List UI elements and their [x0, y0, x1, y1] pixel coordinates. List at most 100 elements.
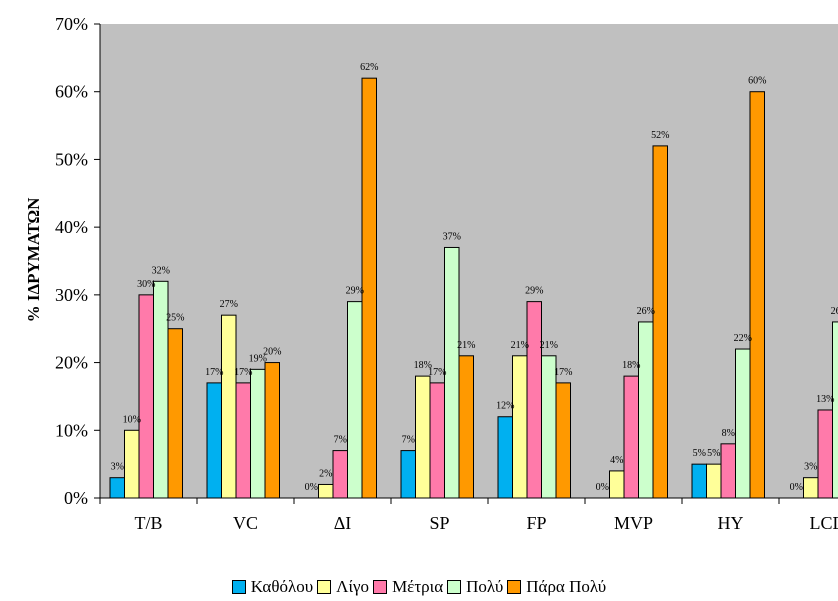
data-label: 26%: [831, 306, 838, 317]
bar: [264, 362, 280, 499]
data-label: 12%: [496, 401, 514, 412]
y-tick-label: 30%: [55, 285, 88, 305]
y-tick-label: 70%: [55, 14, 88, 34]
bar: [361, 77, 377, 499]
y-tick-label: 20%: [55, 353, 88, 373]
data-label: 19%: [249, 353, 267, 364]
y-tick-label: 40%: [55, 217, 88, 237]
data-label: 25%: [166, 313, 184, 324]
x-tick-label: VC: [233, 513, 258, 533]
legend-swatch: [447, 580, 462, 594]
bar: [347, 301, 363, 499]
bar: [124, 429, 140, 499]
data-label: 13%: [816, 394, 834, 405]
legend-label: Μέτρια: [392, 577, 444, 596]
data-label: 18%: [414, 360, 432, 371]
data-label: 27%: [220, 299, 238, 310]
legend-item: Πάρα Πολύ: [507, 577, 606, 597]
bar: [526, 301, 542, 499]
bar: [832, 321, 838, 499]
bar: [206, 382, 222, 499]
data-label: 29%: [346, 286, 364, 297]
bar: [803, 477, 819, 499]
data-label: 21%: [511, 340, 529, 351]
bar: [497, 416, 513, 499]
y-tick-marks: [94, 23, 100, 499]
bar: [109, 477, 125, 499]
data-label: 10%: [123, 414, 141, 425]
bar: [609, 470, 625, 499]
bar: [221, 314, 237, 499]
bar: [332, 450, 348, 499]
data-label: 5%: [707, 448, 720, 459]
data-label: 7%: [334, 435, 347, 446]
data-label: 21%: [540, 340, 558, 351]
data-label: 5%: [693, 448, 706, 459]
bar: [720, 443, 736, 499]
data-label: 60%: [748, 76, 766, 87]
x-tick-label: LCD: [810, 513, 838, 533]
bar: [555, 382, 571, 499]
data-label: 3%: [111, 462, 124, 473]
data-label: 17%: [428, 367, 446, 378]
legend-swatch: [373, 580, 388, 594]
data-label: 17%: [205, 367, 223, 378]
data-label: 32%: [152, 265, 170, 276]
data-label: 21%: [457, 340, 475, 351]
data-label: 17%: [554, 367, 572, 378]
data-label: 30%: [137, 279, 155, 290]
data-label: 29%: [525, 286, 543, 297]
bar: [638, 321, 654, 499]
data-label: 0%: [305, 482, 318, 493]
y-tick-label: 0%: [64, 488, 88, 508]
legend-swatch: [507, 580, 522, 594]
data-label: 22%: [734, 333, 752, 344]
data-labels: 3%10%30%32%25%17%27%17%19%20%0%2%7%29%62…: [111, 62, 838, 493]
data-label: 8%: [722, 428, 735, 439]
y-axis-label: % ΙΔΡΥΜΑΤΩΝ: [24, 197, 43, 323]
bar: [458, 355, 474, 499]
bar: [415, 375, 431, 499]
x-tick-label: ΔI: [334, 513, 352, 533]
bar: [429, 382, 445, 499]
y-tick-label: 60%: [55, 82, 88, 102]
bar: [512, 355, 528, 499]
data-label: 4%: [610, 455, 623, 466]
x-tick-label: HY: [718, 513, 744, 533]
axes: 0% 10% 20% 30% 40% 50% 60% 70% T/B VC ΔI SP FP MVP HY L…: [55, 14, 838, 533]
data-label: 0%: [790, 482, 803, 493]
legend-item: Λίγο: [317, 577, 369, 597]
data-label: 37%: [443, 231, 461, 242]
legend-swatch: [317, 580, 332, 594]
x-tick-label: T/B: [134, 513, 162, 533]
legend-label: Λίγο: [336, 577, 370, 596]
bar: [749, 91, 765, 499]
legend-swatch: [231, 580, 246, 594]
legend-label: Πάρα Πολύ: [526, 577, 607, 596]
data-label: 62%: [360, 62, 378, 73]
legend-label: Καθόλου: [250, 577, 314, 596]
bar: [444, 246, 460, 499]
bar: [652, 145, 668, 499]
bar: [318, 483, 334, 499]
y-tick-label: 10%: [55, 420, 88, 440]
bar: [691, 463, 707, 499]
bar: [735, 348, 751, 499]
x-tick-label: MVP: [614, 513, 653, 533]
legend-item: Καθόλου: [231, 577, 314, 597]
data-label: 7%: [402, 435, 415, 446]
data-label: 17%: [234, 367, 252, 378]
data-label: 26%: [637, 306, 655, 317]
bar: [138, 294, 154, 499]
x-tick-label: SP: [429, 513, 449, 533]
bar: [235, 382, 251, 499]
data-label: 0%: [596, 482, 609, 493]
bar: [167, 328, 183, 499]
legend-item: Μέτρια: [373, 577, 443, 597]
data-label: 52%: [651, 130, 669, 141]
data-label: 18%: [622, 360, 640, 371]
data-label: 20%: [263, 347, 281, 358]
x-tick-label: FP: [526, 513, 546, 533]
legend-label: Πολύ: [466, 577, 504, 596]
